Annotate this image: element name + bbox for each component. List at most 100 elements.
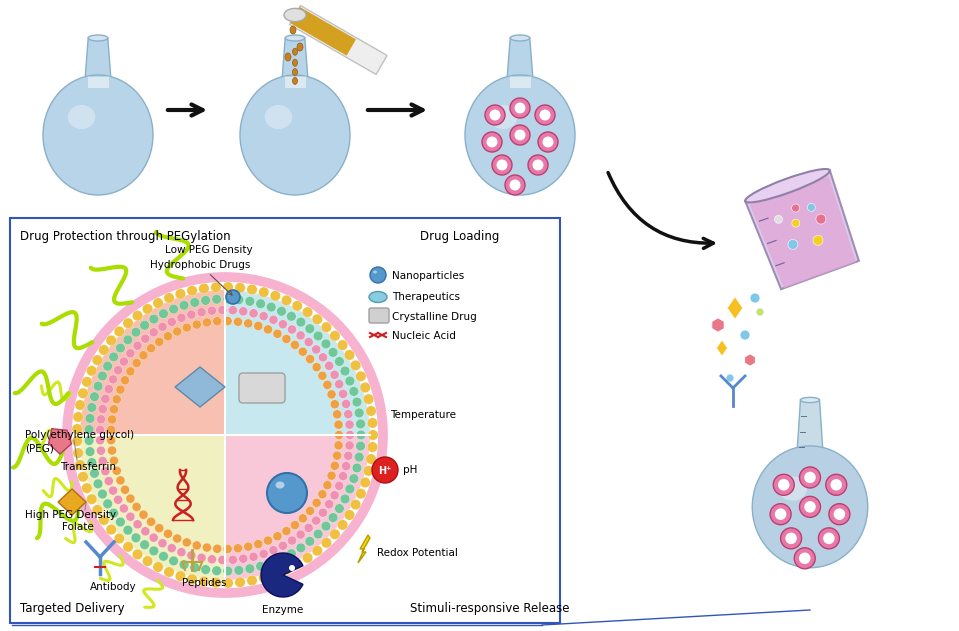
Text: Peptides: Peptides — [182, 578, 226, 588]
Circle shape — [323, 481, 332, 490]
Circle shape — [126, 512, 135, 521]
Circle shape — [365, 406, 376, 416]
Circle shape — [103, 362, 112, 371]
Circle shape — [234, 295, 244, 305]
Circle shape — [492, 155, 512, 175]
Text: Poly(ethylene glycol)
(PEG): Poly(ethylene glycol) (PEG) — [25, 430, 134, 453]
Circle shape — [158, 551, 169, 561]
Ellipse shape — [373, 271, 377, 273]
Circle shape — [223, 566, 233, 575]
Circle shape — [344, 350, 355, 360]
Circle shape — [254, 540, 263, 548]
Polygon shape — [291, 7, 356, 56]
Circle shape — [321, 521, 331, 531]
Circle shape — [323, 380, 332, 389]
Circle shape — [198, 308, 206, 317]
Polygon shape — [727, 297, 742, 319]
Circle shape — [773, 475, 794, 495]
Circle shape — [139, 510, 148, 519]
Polygon shape — [712, 318, 724, 332]
Circle shape — [212, 295, 222, 304]
Circle shape — [775, 215, 783, 223]
Circle shape — [350, 360, 361, 370]
Circle shape — [321, 538, 332, 548]
Ellipse shape — [779, 476, 807, 501]
Circle shape — [339, 389, 347, 398]
Circle shape — [109, 456, 119, 465]
Circle shape — [75, 460, 85, 470]
Ellipse shape — [465, 75, 575, 195]
Circle shape — [92, 355, 103, 365]
Circle shape — [368, 430, 378, 440]
Ellipse shape — [369, 292, 387, 302]
Circle shape — [98, 489, 107, 499]
Polygon shape — [745, 354, 755, 366]
Circle shape — [540, 110, 550, 121]
Circle shape — [775, 509, 786, 520]
Circle shape — [485, 105, 505, 125]
Circle shape — [277, 554, 287, 563]
Text: High PEG Density: High PEG Density — [25, 510, 116, 520]
Circle shape — [101, 394, 110, 403]
Circle shape — [173, 327, 181, 336]
Circle shape — [96, 425, 105, 434]
Circle shape — [132, 549, 143, 560]
Ellipse shape — [43, 75, 153, 195]
Circle shape — [72, 424, 82, 434]
Circle shape — [199, 283, 209, 293]
Circle shape — [244, 319, 252, 328]
Circle shape — [150, 533, 158, 542]
Circle shape — [85, 413, 95, 423]
Circle shape — [226, 290, 240, 304]
Circle shape — [173, 534, 181, 543]
Circle shape — [96, 436, 105, 445]
Circle shape — [106, 335, 116, 346]
Circle shape — [306, 507, 315, 516]
Circle shape — [335, 430, 343, 440]
Circle shape — [312, 314, 322, 324]
Circle shape — [330, 331, 340, 341]
Circle shape — [119, 357, 129, 366]
Circle shape — [327, 471, 336, 480]
Circle shape — [318, 508, 327, 517]
Circle shape — [292, 300, 302, 311]
Circle shape — [321, 322, 332, 333]
Polygon shape — [506, 38, 534, 93]
Circle shape — [312, 516, 320, 525]
Circle shape — [123, 335, 132, 345]
Circle shape — [121, 485, 129, 494]
Circle shape — [199, 576, 209, 587]
FancyBboxPatch shape — [284, 76, 306, 88]
Circle shape — [259, 550, 269, 558]
Circle shape — [218, 555, 227, 565]
Circle shape — [360, 382, 370, 392]
Circle shape — [234, 565, 244, 575]
Circle shape — [489, 110, 501, 121]
Circle shape — [756, 308, 764, 316]
Circle shape — [338, 340, 348, 350]
Circle shape — [108, 486, 118, 495]
Circle shape — [187, 310, 196, 319]
Circle shape — [287, 549, 296, 558]
Circle shape — [158, 322, 167, 331]
Circle shape — [179, 300, 189, 310]
Circle shape — [99, 515, 109, 525]
Circle shape — [264, 325, 272, 334]
Circle shape — [256, 299, 266, 309]
Circle shape — [333, 451, 341, 460]
Circle shape — [123, 318, 133, 328]
Circle shape — [121, 376, 129, 385]
Circle shape — [356, 430, 365, 440]
Circle shape — [142, 304, 152, 314]
Polygon shape — [745, 170, 859, 289]
Circle shape — [726, 374, 734, 382]
Circle shape — [356, 371, 366, 382]
Circle shape — [259, 572, 269, 583]
Ellipse shape — [292, 69, 297, 76]
Circle shape — [78, 388, 88, 399]
Circle shape — [126, 494, 135, 503]
FancyBboxPatch shape — [87, 76, 109, 88]
Circle shape — [800, 497, 821, 517]
Text: Transferrin: Transferrin — [60, 462, 116, 472]
Circle shape — [167, 317, 176, 326]
